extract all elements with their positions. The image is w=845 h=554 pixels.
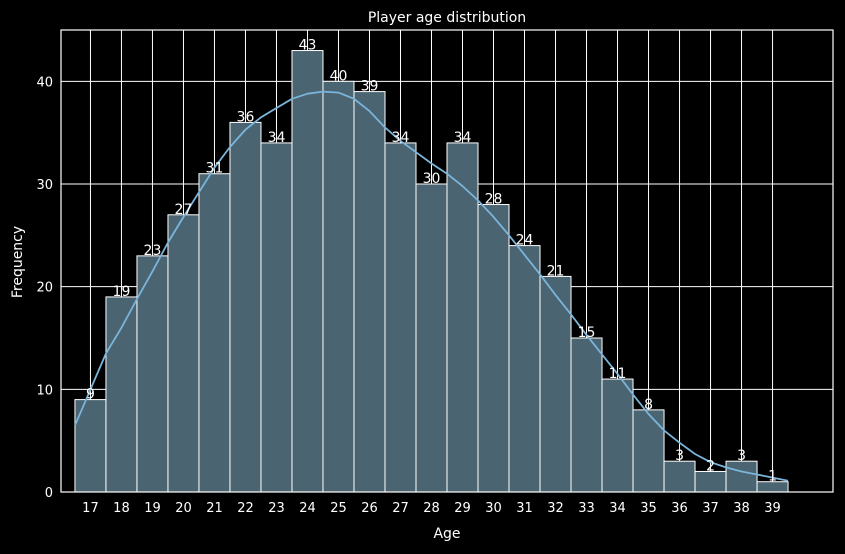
histogram-bar	[539, 275, 572, 493]
histogram-bar	[694, 470, 727, 493]
bar-value-label: 8	[644, 397, 653, 413]
x-tick-label: 25	[330, 501, 347, 516]
bar-value-label: 3	[737, 448, 746, 464]
histogram-bar	[477, 204, 510, 493]
bar-value-label: 21	[547, 263, 565, 279]
x-tick-label: 31	[516, 501, 533, 516]
bar-value-label: 36	[237, 109, 255, 125]
x-tick-label: 37	[702, 501, 719, 516]
bar-value-label: 30	[423, 171, 441, 187]
x-tick-label: 21	[206, 501, 223, 516]
bar-value-label: 2	[706, 458, 715, 474]
histogram-bar	[353, 91, 386, 493]
x-tick-label: 17	[82, 501, 99, 516]
histogram-bar	[508, 245, 541, 493]
histogram-bar	[384, 142, 417, 493]
histogram-bar	[167, 214, 200, 493]
histogram-bar	[291, 50, 324, 493]
bar-value-label: 11	[609, 366, 627, 382]
x-tick-label: 34	[609, 501, 626, 516]
y-tick-label: 20	[36, 281, 53, 296]
histogram-bar	[322, 80, 355, 493]
histogram-bar	[446, 142, 479, 493]
bar-value-label: 40	[330, 68, 348, 84]
histogram-bar	[229, 121, 262, 493]
histogram-bar	[136, 255, 169, 493]
histogram-bar	[198, 173, 231, 493]
x-tick-label: 29	[454, 501, 471, 516]
x-tick-label: 24	[299, 501, 316, 516]
bar-value-label: 27	[175, 202, 193, 218]
x-tick-label: 35	[640, 501, 657, 516]
bar-value-label: 1	[768, 469, 777, 485]
x-tick-label: 18	[113, 501, 130, 516]
bar-value-label: 9	[86, 387, 95, 403]
histogram-bar	[663, 460, 696, 493]
bar-value-label: 34	[454, 130, 472, 146]
histogram-bar	[725, 460, 758, 493]
x-tick-label: 32	[547, 501, 564, 516]
y-axis-label: Frequency	[10, 226, 26, 298]
histogram-bar	[570, 337, 603, 493]
x-tick-label: 39	[764, 501, 781, 516]
bar-value-label: 43	[299, 38, 317, 54]
histogram-bar	[632, 409, 665, 493]
kde-line	[74, 90, 789, 482]
histogram-bar	[415, 183, 448, 493]
x-tick-label: 36	[671, 501, 688, 516]
x-tick-label: 38	[733, 501, 750, 516]
plot-frame	[60, 29, 834, 493]
y-tick-label: 40	[36, 75, 53, 90]
x-tick-label: 22	[237, 501, 254, 516]
x-axis-label: Age	[433, 526, 460, 542]
bar-value-label: 28	[485, 192, 503, 208]
x-tick-label: 20	[175, 501, 192, 516]
y-tick-label: 30	[36, 178, 53, 193]
bar-value-label: 34	[392, 130, 410, 146]
x-tick-label: 30	[485, 501, 502, 516]
y-tick-label: 0	[45, 486, 53, 501]
histogram-bar	[601, 378, 634, 493]
x-tick-label: 19	[144, 501, 161, 516]
chart-title: Player age distribution	[368, 10, 526, 26]
y-tick-label: 10	[36, 383, 53, 398]
bar-value-label: 15	[578, 325, 596, 341]
x-tick-label: 26	[361, 501, 378, 516]
kde-layer	[74, 90, 789, 482]
x-tick-label: 28	[423, 501, 440, 516]
bar-value-label: 34	[268, 130, 286, 146]
bar-value-label: 39	[361, 79, 379, 95]
bar-value-label: 3	[675, 448, 684, 464]
x-tick-label: 23	[268, 501, 285, 516]
bar-layer	[74, 50, 789, 493]
histogram-bar	[260, 142, 293, 493]
x-tick-label: 33	[578, 501, 595, 516]
bar-value-label: 19	[113, 284, 131, 300]
bar-value-label: 24	[516, 233, 534, 249]
bar-value-label: 31	[206, 161, 224, 177]
x-tick-label: 27	[392, 501, 409, 516]
bar-value-label: 23	[144, 243, 162, 259]
